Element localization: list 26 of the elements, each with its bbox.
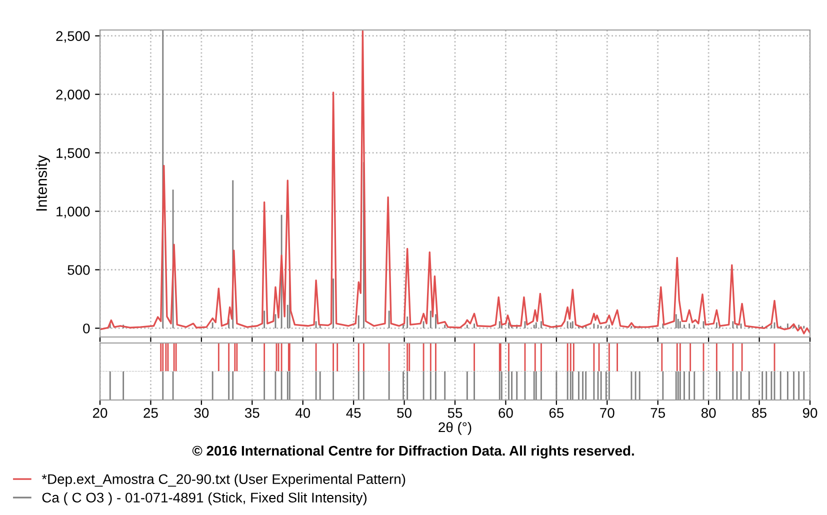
- x-tick-label: 25: [144, 408, 158, 418]
- y-tick-label: 500: [68, 265, 90, 275]
- x-tick-label: 20: [92, 408, 108, 418]
- x-tick-label: 45: [346, 408, 361, 418]
- x-axis-title: 2θ (°): [438, 422, 472, 435]
- text: © 2016 International Centre for Diffraction Data. All rights reserved.: [192, 445, 634, 459]
- x-tick-label: 50: [397, 408, 412, 418]
- x-tick-label: 75: [650, 408, 665, 418]
- y-tick-label: 1,000: [56, 206, 90, 218]
- x-tick-label: 65: [549, 408, 564, 418]
- y-tick-label: 0: [83, 324, 90, 334]
- y-tick-label: 1,500: [56, 148, 90, 160]
- y-tick-label: 2,000: [56, 90, 90, 102]
- x-tick-label: 85: [752, 408, 766, 418]
- legend-label: Ca ( C O3 ) - 01-071-4891 (Stick, Fixed Slit Intensity): [42, 492, 367, 506]
- x-tick-label: 35: [244, 408, 260, 418]
- y-axis-title: Intensity: [36, 155, 50, 211]
- x-tick-label: 40: [295, 408, 310, 418]
- y-tick-label: 2,500: [56, 31, 90, 43]
- x-tick-label: 55: [448, 408, 462, 418]
- x-tick-label: 90: [802, 408, 818, 418]
- x-tick-label: 80: [701, 408, 716, 418]
- x-tick-label: 30: [194, 408, 209, 418]
- legend-label: *Dep.ext_Amostra C_20-90.txt (User Experimental Pattern): [42, 474, 406, 487]
- x-tick-label: 60: [498, 408, 513, 418]
- x-tick-label: 70: [600, 408, 614, 418]
